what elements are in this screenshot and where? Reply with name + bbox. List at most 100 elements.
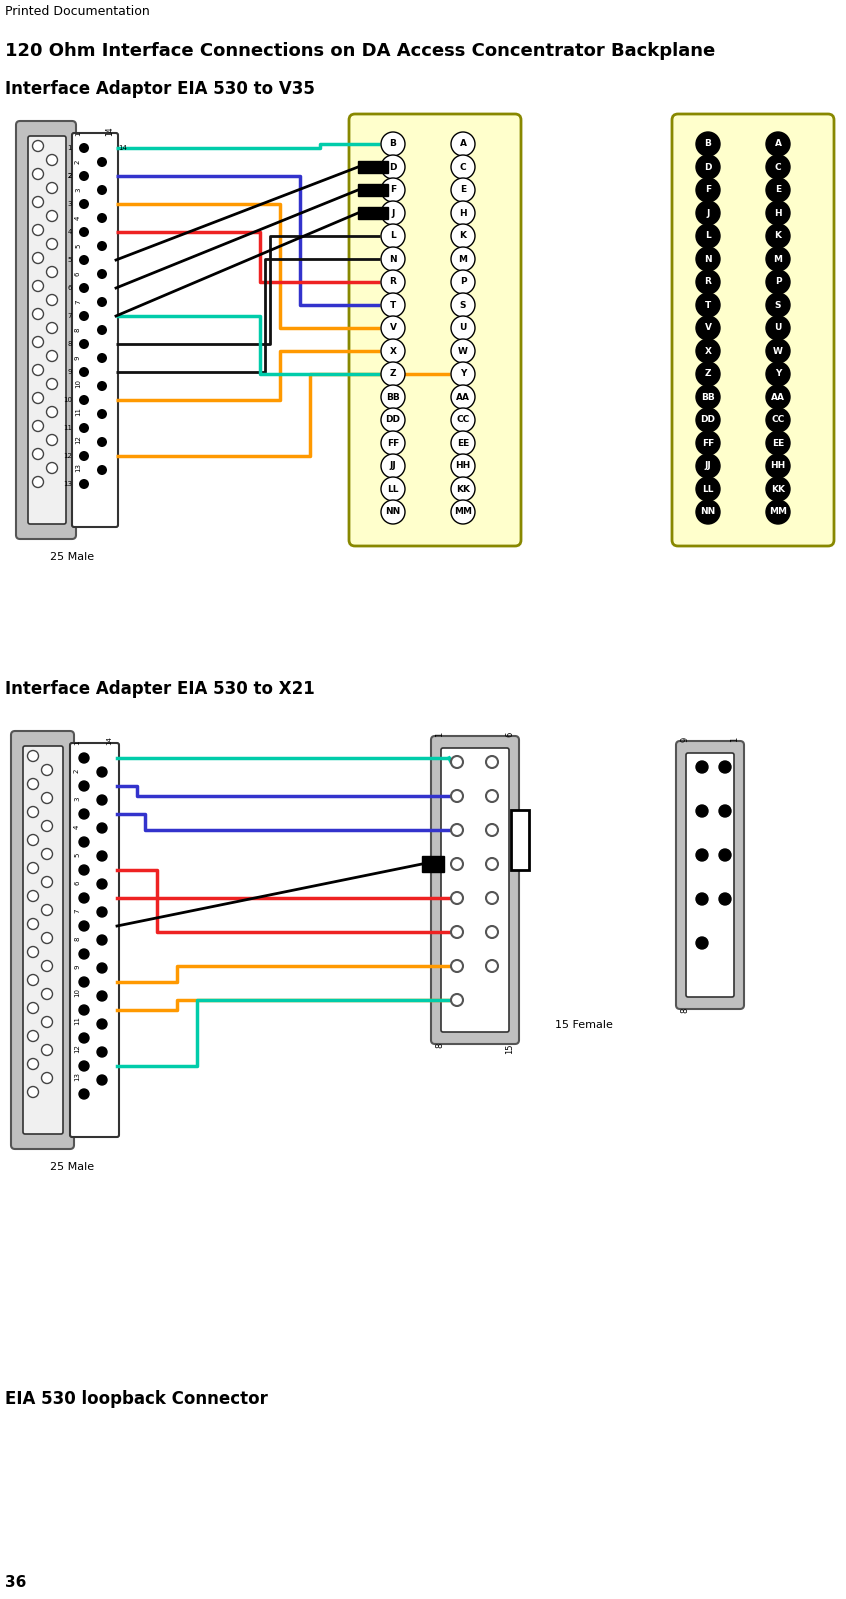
Circle shape (41, 932, 52, 943)
Text: 5: 5 (75, 243, 81, 248)
Circle shape (32, 197, 43, 208)
Circle shape (719, 892, 731, 905)
Circle shape (97, 381, 107, 392)
Text: 8: 8 (75, 328, 81, 333)
Circle shape (28, 806, 39, 817)
Bar (358, 184, 388, 197)
Circle shape (486, 892, 498, 903)
Text: MM: MM (454, 507, 472, 516)
Text: 4: 4 (74, 825, 80, 828)
Text: HH: HH (771, 462, 786, 470)
Circle shape (696, 133, 720, 157)
Circle shape (451, 477, 475, 500)
Circle shape (381, 177, 405, 201)
Text: H: H (774, 208, 782, 217)
Circle shape (486, 959, 498, 972)
Circle shape (79, 339, 89, 349)
Text: 36: 36 (5, 1575, 26, 1589)
Text: T: T (390, 301, 396, 310)
Circle shape (97, 157, 107, 166)
Circle shape (47, 155, 58, 166)
Text: D: D (704, 163, 711, 171)
Circle shape (381, 246, 405, 270)
Circle shape (451, 339, 475, 363)
Circle shape (79, 753, 89, 763)
Text: S: S (775, 301, 781, 310)
Text: 6: 6 (506, 732, 514, 737)
Circle shape (28, 1003, 39, 1014)
Circle shape (696, 224, 720, 248)
Text: 13: 13 (74, 1071, 80, 1081)
Text: 25 Male: 25 Male (50, 552, 94, 561)
Circle shape (451, 317, 475, 341)
Text: L: L (390, 232, 396, 240)
Text: E: E (460, 185, 466, 195)
Circle shape (97, 795, 107, 804)
Text: 11: 11 (75, 408, 81, 416)
Circle shape (97, 241, 107, 251)
Text: 1: 1 (730, 737, 739, 742)
Text: E: E (775, 185, 781, 195)
Circle shape (47, 294, 58, 305)
Circle shape (97, 409, 107, 419)
Circle shape (719, 761, 731, 772)
Circle shape (381, 477, 405, 500)
Circle shape (97, 465, 107, 475)
Text: 14: 14 (106, 736, 112, 745)
Text: J: J (392, 208, 395, 217)
Circle shape (47, 182, 58, 193)
Text: Y: Y (775, 369, 781, 379)
Text: U: U (459, 323, 467, 333)
Circle shape (766, 177, 790, 201)
Text: 14: 14 (106, 126, 114, 136)
Text: 11: 11 (63, 425, 72, 432)
Circle shape (766, 385, 790, 409)
Text: EE: EE (772, 438, 784, 448)
Circle shape (451, 995, 463, 1006)
Text: 13: 13 (63, 481, 72, 488)
Text: B: B (705, 139, 711, 149)
Circle shape (451, 155, 475, 179)
Text: W: W (458, 347, 468, 355)
Circle shape (766, 201, 790, 225)
Circle shape (97, 1019, 107, 1030)
Circle shape (79, 1062, 89, 1071)
Text: 120 Ohm Interface Connections on DA Access Concentrator Backplane: 120 Ohm Interface Connections on DA Acce… (5, 42, 715, 61)
Text: BB: BB (701, 392, 715, 401)
Circle shape (696, 293, 720, 317)
Circle shape (41, 988, 52, 999)
Text: S: S (459, 301, 466, 310)
Circle shape (79, 892, 89, 903)
Circle shape (41, 820, 52, 831)
Text: 14: 14 (118, 146, 127, 150)
Circle shape (696, 201, 720, 225)
Circle shape (766, 454, 790, 478)
Circle shape (32, 448, 43, 459)
Circle shape (28, 947, 39, 958)
Bar (422, 855, 444, 871)
Circle shape (41, 793, 52, 804)
Circle shape (28, 1030, 39, 1041)
Text: 9: 9 (68, 369, 72, 376)
Circle shape (79, 865, 89, 875)
Text: C: C (459, 163, 466, 171)
Text: R: R (705, 278, 711, 286)
Text: 9: 9 (74, 964, 80, 969)
Circle shape (32, 309, 43, 320)
Circle shape (696, 246, 720, 270)
Circle shape (766, 270, 790, 294)
Circle shape (79, 310, 89, 321)
Circle shape (381, 293, 405, 317)
Text: MM: MM (769, 507, 787, 516)
Circle shape (47, 267, 58, 278)
Circle shape (79, 1006, 89, 1015)
Circle shape (97, 823, 107, 833)
Text: V: V (389, 323, 397, 333)
Text: FF: FF (702, 438, 714, 448)
Circle shape (766, 477, 790, 500)
Circle shape (28, 891, 39, 902)
Circle shape (381, 155, 405, 179)
Circle shape (79, 780, 89, 792)
Text: 1: 1 (74, 740, 80, 745)
Text: AA: AA (456, 392, 470, 401)
